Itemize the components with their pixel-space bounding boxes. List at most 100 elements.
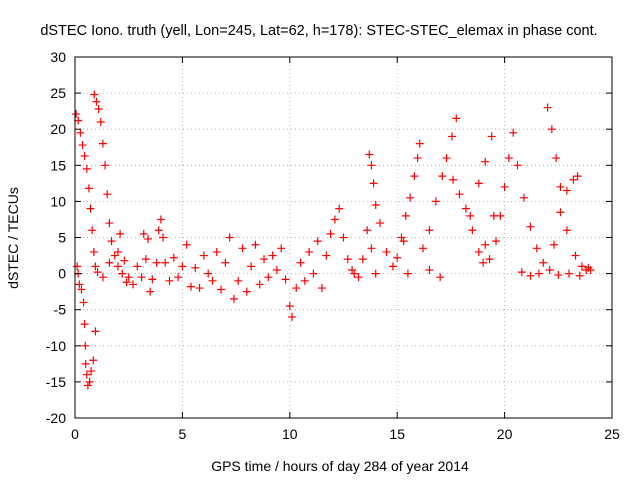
data-point [247,262,256,271]
data-point [300,276,309,285]
data-point [277,244,286,253]
data-point [165,276,174,285]
y-tick-label: 25 [50,85,66,101]
data-point [75,280,84,289]
data-point [569,175,578,184]
data-point [182,240,191,249]
data-point [382,247,391,256]
y-tick-label: -15 [46,374,66,390]
data-point [91,327,100,336]
data-point [425,226,434,235]
data-point [348,265,357,274]
data-point [221,258,230,267]
data-point [318,284,327,293]
data-point [481,157,490,166]
data-point [539,258,548,267]
axis-ticks: 0 5 10 15 20 25 -20 -15 -10 -5 0 5 10 15 20 25 30 [46,49,620,442]
data-point [76,128,85,137]
data-point [474,247,483,256]
y-tick-label: -20 [46,410,66,426]
data-point [330,215,339,224]
data-point [447,132,456,141]
data-point [492,237,501,246]
data-point [159,233,168,242]
data-point [577,262,586,271]
data-point [466,211,475,220]
data-point [556,182,565,191]
data-point [571,251,580,260]
data-point [137,273,146,282]
data-point [186,282,195,291]
data-point [85,377,94,386]
data-point [418,244,427,253]
data-point [72,110,81,119]
data-point [86,204,95,213]
data-point [74,116,83,125]
x-tick-label: 10 [282,426,298,442]
data-point [474,179,483,188]
data-point [425,265,434,274]
data-point [403,269,412,278]
data-point [517,268,526,277]
y-tick-label: 30 [50,49,66,65]
data-point [89,356,98,365]
data-point [272,265,281,274]
data-point [79,298,88,307]
data-point [399,237,408,246]
data-point [292,284,301,293]
data-point [107,237,116,246]
data-point [285,302,294,311]
data-point [504,154,513,163]
data-point [513,161,522,170]
data-points [72,90,595,390]
data-point [363,226,372,235]
y-tick-label: 0 [58,266,66,282]
data-point [367,244,376,253]
data-point [251,240,260,249]
data-point [234,276,243,285]
data-point [122,278,131,287]
y-tick-label: 20 [50,121,66,137]
data-point [120,256,129,265]
data-point [113,262,122,271]
data-point [534,269,543,278]
data-point [144,234,153,243]
data-point [358,255,367,264]
data-point [287,312,296,321]
data-point [225,233,234,242]
y-tick-label: 5 [58,230,66,246]
x-tick-label: 15 [389,426,405,442]
data-point [309,269,318,278]
data-point [371,201,380,210]
data-point [532,244,541,253]
data-point [195,284,204,293]
data-point [169,253,178,262]
data-point [354,273,363,282]
x-tick-label: 20 [497,426,513,442]
data-point [442,154,451,163]
data-point [264,273,273,282]
data-point [556,208,565,217]
data-point [88,226,97,235]
data-point [217,285,226,294]
data-point [139,229,148,238]
data-point [84,184,93,193]
data-point [550,240,559,249]
data-point [376,219,385,228]
data-point [92,97,101,106]
data-point [461,204,470,213]
data-point [141,255,150,264]
y-tick-label: -5 [54,302,67,318]
data-point [545,265,554,274]
data-point [369,179,378,188]
data-point [554,271,563,280]
data-point [487,132,496,141]
data-point [146,287,155,296]
data-point [81,341,90,350]
data-point [87,367,96,376]
data-point [212,247,221,256]
data-point [255,280,264,289]
data-point [80,151,89,160]
data-point [90,90,99,99]
data-point [519,193,528,202]
